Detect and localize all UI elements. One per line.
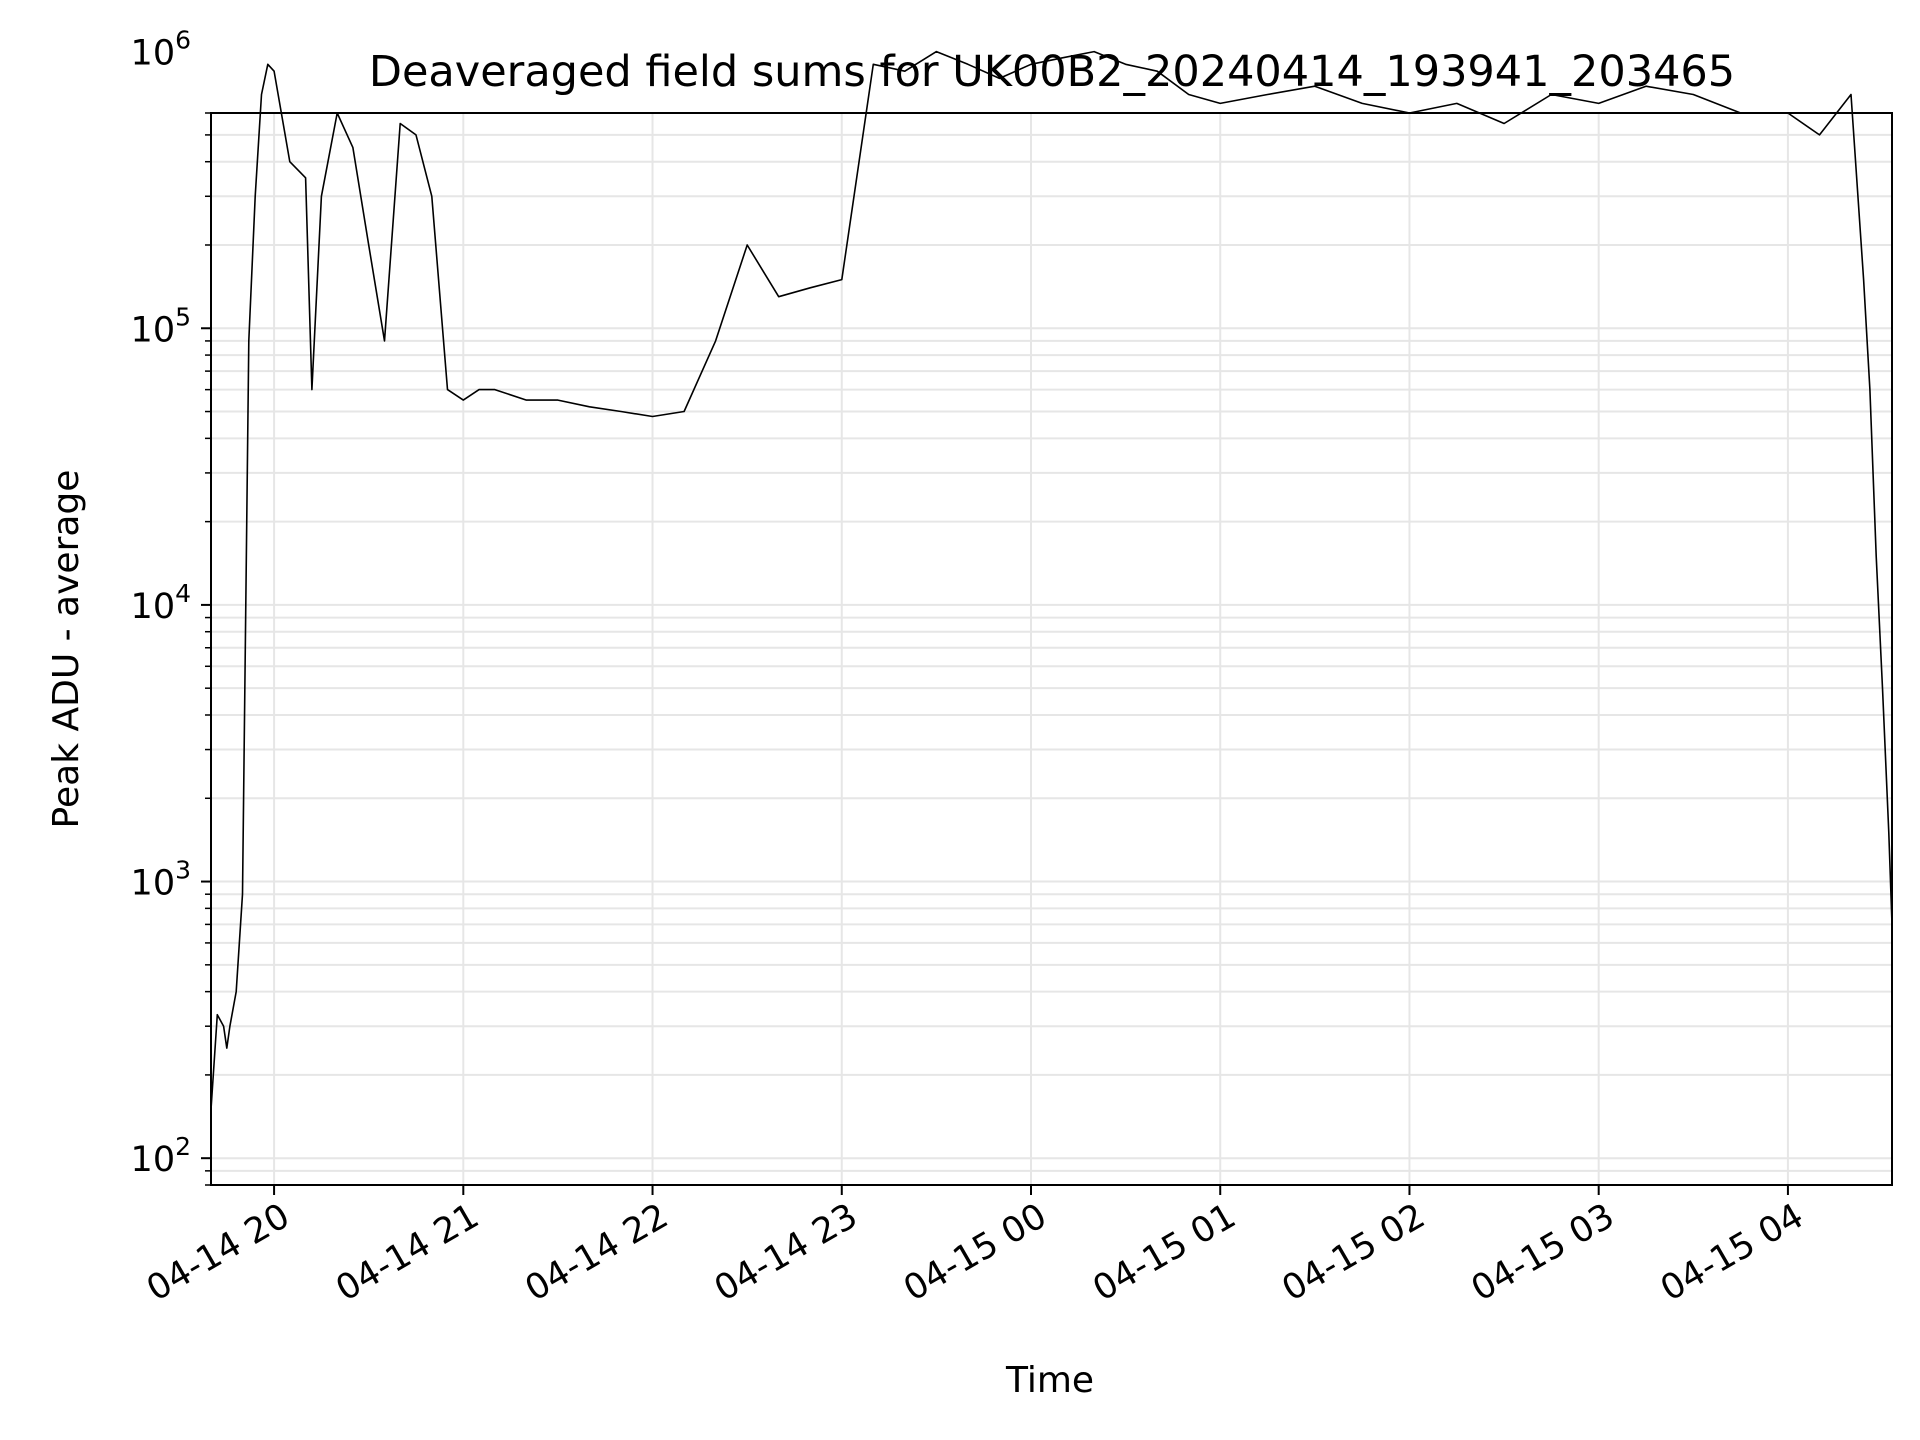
x-axis-label: Time [1005, 1360, 1094, 1401]
series-line [210, 50, 1893, 1110]
y-tick-label: 103 [131, 856, 191, 904]
y-axis-label: Peak ADU - average [46, 470, 87, 829]
y-tick-label: 102 [131, 1132, 191, 1180]
y-tick-label: 106 [131, 26, 191, 74]
chart-title: Deaveraged field sums for UK00B2_2024041… [369, 47, 1735, 97]
y-axis: 102 103 104 105 106 [131, 26, 211, 1186]
y-tick-label: 105 [131, 302, 191, 350]
plot-area [210, 50, 1893, 1110]
plot-frame [210, 112, 1893, 1186]
y-tick-label: 104 [131, 579, 191, 627]
